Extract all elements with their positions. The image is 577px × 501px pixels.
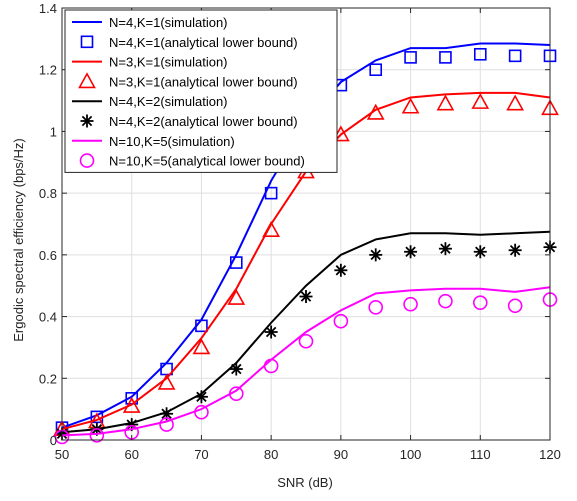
data-point bbox=[262, 221, 281, 237]
data-point bbox=[264, 325, 278, 339]
data-point bbox=[369, 248, 383, 262]
data-point bbox=[436, 94, 455, 111]
legend-label: N=10,K=5(analytical lower bound) bbox=[109, 154, 305, 169]
x-axis-label: SNR (dB) bbox=[277, 475, 333, 490]
legend-label: N=4,K=1(simulation) bbox=[109, 15, 228, 30]
x-tick-label: 110 bbox=[470, 447, 491, 462]
legend-label: N=4,K=1(analytical lower bound) bbox=[109, 35, 298, 50]
series-line bbox=[61, 230, 551, 434]
legend-label: N=10,K=5(simulation) bbox=[109, 134, 235, 149]
legend-marker bbox=[79, 153, 95, 168]
data-point bbox=[507, 298, 523, 314]
legend-box bbox=[64, 9, 338, 173]
data-point bbox=[229, 362, 243, 376]
data-point bbox=[122, 396, 141, 413]
legend-item: N=3,K=1(simulation) bbox=[72, 55, 228, 70]
data-point bbox=[229, 256, 243, 269]
data-point bbox=[263, 358, 279, 374]
data-point bbox=[404, 51, 417, 64]
legend-marker bbox=[80, 35, 94, 49]
legend: N=4,K=1(simulation) N=4,K=1(analytical lo… bbox=[64, 9, 338, 173]
data-point bbox=[471, 92, 490, 109]
legend-marker bbox=[80, 114, 94, 128]
x-tick-label: 120 bbox=[539, 447, 561, 462]
y-tick-label: 0.2 bbox=[39, 371, 57, 386]
data-point bbox=[368, 300, 384, 315]
series-6 bbox=[61, 286, 551, 437]
data-point bbox=[194, 404, 209, 420]
data-point bbox=[508, 49, 522, 63]
data-point bbox=[299, 290, 313, 304]
data-point bbox=[369, 63, 383, 77]
data-point bbox=[157, 373, 176, 390]
data-point bbox=[194, 390, 208, 404]
y-tick-label: 0.8 bbox=[39, 186, 57, 201]
data-point bbox=[333, 313, 349, 329]
legend-item: N=4,K=1(analytical lower bound) bbox=[80, 35, 298, 50]
data-point bbox=[228, 386, 244, 402]
series-5 bbox=[55, 240, 557, 441]
data-point bbox=[401, 97, 420, 114]
x-tick-label: 70 bbox=[194, 447, 208, 462]
data-point bbox=[404, 245, 418, 259]
x-tick-label: 50 bbox=[55, 447, 69, 462]
y-tick-label: 0 bbox=[50, 433, 57, 448]
data-point bbox=[438, 242, 452, 256]
plot-frame bbox=[61, 7, 551, 441]
x-tick-label: 80 bbox=[264, 447, 278, 462]
data-point bbox=[264, 186, 278, 200]
series-7 bbox=[54, 292, 558, 445]
axes: 50 60 70 80 90 100 110 120 0 0.2 0.4 0.6 0.8 1 1.2 1.4 bbox=[39, 1, 561, 462]
data-point bbox=[195, 319, 208, 333]
data-point bbox=[438, 293, 453, 309]
legend-label: N=3,K=1(analytical lower bound) bbox=[109, 74, 298, 89]
legend-label: N=4,K=2(simulation) bbox=[109, 94, 228, 109]
legend-item: N=4,K=2(analytical lower bound) bbox=[80, 114, 298, 129]
data-point bbox=[439, 51, 452, 64]
legend-label: N=4,K=2(analytical lower bound) bbox=[109, 114, 298, 129]
y-axis-label: Ergodic spectral efficiency (bps/Hz) bbox=[11, 138, 26, 342]
data-point bbox=[403, 296, 418, 312]
legend-item: N=4,K=2(simulation) bbox=[72, 94, 228, 109]
data-point bbox=[366, 103, 385, 120]
legend-item: N=10,K=5(simulation) bbox=[72, 134, 235, 149]
series-4 bbox=[61, 230, 551, 434]
data-point bbox=[506, 94, 525, 111]
x-tick-label: 90 bbox=[334, 447, 348, 462]
data-point bbox=[473, 245, 487, 259]
y-tick-label: 0.4 bbox=[39, 310, 57, 325]
data-point bbox=[227, 288, 246, 305]
x-tick-label: 60 bbox=[124, 447, 138, 462]
legend-item: N=4,K=1(simulation) bbox=[72, 15, 228, 30]
legend-label: N=3,K=1(simulation) bbox=[109, 55, 228, 70]
legend-marker bbox=[78, 72, 96, 89]
data-point bbox=[298, 333, 314, 349]
legend-item: N=3,K=1(analytical lower bound) bbox=[78, 72, 298, 89]
x-tick-label: 100 bbox=[400, 447, 422, 462]
data-point bbox=[508, 243, 522, 257]
data-point bbox=[160, 407, 174, 421]
data-point bbox=[89, 428, 105, 443]
y-tick-label: 1 bbox=[50, 124, 57, 139]
y-tick-label: 1.2 bbox=[39, 63, 57, 78]
data-point bbox=[473, 47, 487, 61]
legend-item: N=10,K=5(analytical lower bound) bbox=[79, 153, 305, 169]
y-tick-label: 1.4 bbox=[39, 1, 57, 16]
series-line bbox=[61, 286, 551, 437]
y-tick-label: 0.6 bbox=[39, 248, 57, 263]
data-point bbox=[192, 338, 211, 355]
data-point bbox=[334, 263, 348, 277]
data-point bbox=[472, 295, 488, 310]
data-point bbox=[159, 417, 174, 432]
